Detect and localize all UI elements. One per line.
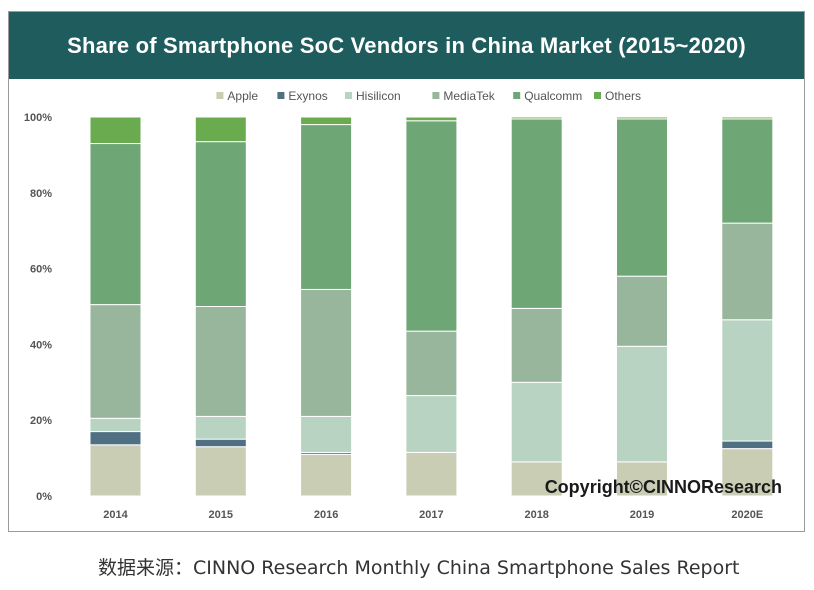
bar-hisilicon-2016 bbox=[300, 415, 353, 453]
legend-swatch-hisilicon bbox=[345, 92, 352, 99]
legend: Apple Exynos Hisilicon MediaTek Qualcomm Othe… bbox=[216, 89, 641, 103]
bar-mediatek-2015 bbox=[194, 306, 247, 417]
bar-apple-2015 bbox=[194, 446, 247, 497]
bar-hisilicon-2020e bbox=[721, 319, 774, 442]
x-tick-label-2018: 2018 bbox=[524, 509, 548, 521]
legend-swatch-others bbox=[594, 92, 601, 99]
x-tick-label-2019: 2019 bbox=[630, 509, 654, 521]
y-tick-label-0-: 0% bbox=[36, 491, 52, 503]
y-tick-label-80-: 80% bbox=[30, 188, 52, 200]
bar-others-2019 bbox=[616, 116, 668, 120]
bar-qualcomm-2020e bbox=[721, 118, 774, 224]
bar-exynos-2015 bbox=[194, 438, 247, 448]
x-tick-label-2016: 2016 bbox=[314, 509, 338, 521]
y-tick-label-60-: 60% bbox=[30, 264, 52, 276]
legend-label-exynos: Exynos bbox=[288, 89, 327, 103]
bars bbox=[89, 116, 774, 497]
chart-title: Share of Smartphone SoC Vendors in China… bbox=[9, 12, 804, 79]
bar-others-2017 bbox=[405, 116, 458, 122]
x-tick-label-2014: 2014 bbox=[103, 509, 128, 521]
bar-others-2018 bbox=[510, 116, 563, 120]
legend-label-mediatek: MediaTek bbox=[443, 89, 495, 103]
bar-mediatek-2019 bbox=[616, 275, 668, 347]
bar-qualcomm-2016 bbox=[300, 124, 353, 290]
y-tick-label-20-: 20% bbox=[30, 415, 52, 427]
x-tick-label-2017: 2017 bbox=[419, 509, 443, 521]
bar-hisilicon-2019 bbox=[616, 345, 668, 463]
legend-label-qualcomm: Qualcomm bbox=[524, 89, 582, 103]
bar-stack-2020e bbox=[721, 116, 774, 497]
bar-mediatek-2016 bbox=[300, 288, 353, 417]
bar-others-2015 bbox=[194, 116, 247, 143]
legend-item-others: Others bbox=[594, 89, 641, 103]
x-tick-label-2020e: 2020E bbox=[731, 509, 763, 521]
bar-apple-2020e bbox=[721, 448, 774, 497]
bar-hisilicon-2017 bbox=[405, 395, 458, 453]
bar-stack-2015 bbox=[194, 116, 247, 497]
bar-qualcomm-2018 bbox=[510, 118, 563, 309]
y-tick-label-40-: 40% bbox=[30, 339, 52, 351]
bar-apple-2016 bbox=[300, 453, 353, 497]
y-axis: 0% 20% 40% 60% 80% 100% bbox=[24, 112, 52, 503]
bar-stack-2014 bbox=[89, 116, 142, 497]
bar-others-2014 bbox=[89, 116, 142, 145]
y-tick-label-100-: 100% bbox=[24, 112, 52, 124]
bar-hisilicon-2015 bbox=[194, 415, 247, 440]
bar-apple-2019 bbox=[616, 461, 668, 497]
bar-exynos-2020e bbox=[721, 440, 774, 450]
legend-item-mediatek: MediaTek bbox=[432, 89, 496, 103]
legend-label-others: Others bbox=[605, 89, 641, 103]
bar-hisilicon-2014 bbox=[89, 417, 142, 433]
bar-qualcomm-2014 bbox=[89, 143, 142, 306]
chart-frame: Share of Smartphone SoC Vendors in China… bbox=[8, 11, 805, 532]
x-axis: 2014 2015 2016 2017 2018 2019 2020E bbox=[103, 509, 763, 521]
bar-others-2016 bbox=[300, 116, 353, 126]
bar-mediatek-2014 bbox=[89, 304, 142, 419]
bar-apple-2017 bbox=[405, 451, 458, 497]
bar-qualcomm-2015 bbox=[194, 141, 247, 308]
bar-mediatek-2017 bbox=[405, 330, 458, 397]
legend-item-exynos: Exynos bbox=[277, 89, 328, 103]
bar-apple-2014 bbox=[89, 444, 142, 497]
chart-plot: Apple Exynos Hisilicon MediaTek Qualcomm Othe… bbox=[24, 89, 782, 521]
legend-item-apple: Apple bbox=[216, 89, 258, 103]
legend-swatch-apple bbox=[216, 92, 224, 99]
bar-hisilicon-2018 bbox=[510, 381, 563, 463]
bar-mediatek-2018 bbox=[510, 307, 563, 383]
bar-stack-2016 bbox=[300, 116, 353, 497]
legend-label-hisilicon: Hisilicon bbox=[356, 89, 401, 103]
bar-exynos-2014 bbox=[89, 431, 142, 446]
bar-stack-2019 bbox=[616, 116, 668, 497]
legend-swatch-qualcomm bbox=[513, 92, 521, 99]
legend-swatch-exynos bbox=[277, 92, 285, 99]
bar-qualcomm-2019 bbox=[616, 118, 668, 277]
legend-swatch-mediatek bbox=[432, 92, 440, 99]
bar-mediatek-2020e bbox=[721, 222, 774, 321]
bar-qualcomm-2017 bbox=[405, 120, 458, 332]
bar-others-2020e bbox=[721, 116, 774, 120]
bar-stack-2017 bbox=[405, 116, 458, 497]
legend-label-apple: Apple bbox=[227, 89, 258, 103]
copyright-watermark: Copyright©CINNOResearch bbox=[545, 477, 782, 497]
source-caption: 数据来源：CINNO Research Monthly China Smartp… bbox=[98, 557, 740, 579]
x-tick-label-2015: 2015 bbox=[209, 509, 233, 521]
legend-item-qualcomm: Qualcomm bbox=[513, 89, 582, 103]
legend-item-hisilicon: Hisilicon bbox=[345, 89, 401, 103]
bar-stack-2018 bbox=[510, 116, 563, 497]
